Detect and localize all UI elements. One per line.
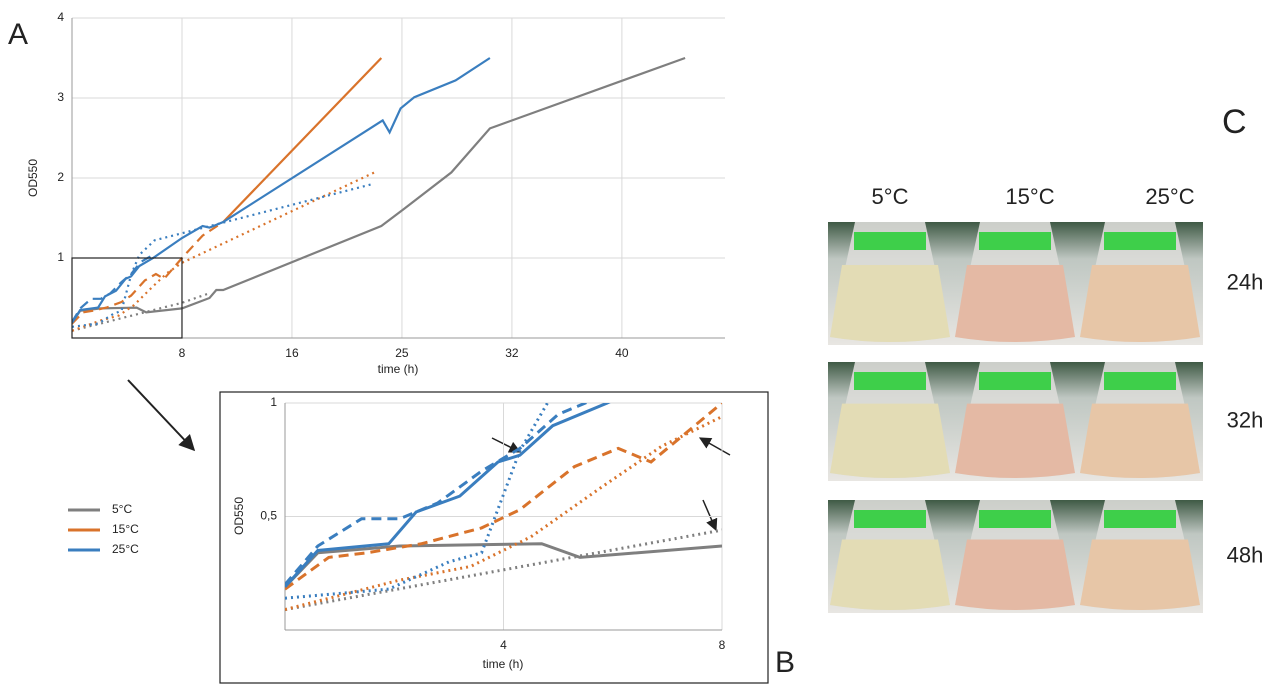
photo-panel: 5°C 15°C 25°C 24h 32h 48h [828, 184, 1263, 613]
x-tick-label: 32 [505, 346, 519, 360]
series-line [285, 403, 722, 591]
legend-label: 15°C [112, 522, 139, 536]
series-line [222, 57, 383, 223]
column-label: 15°C [1005, 184, 1054, 209]
liquid [955, 265, 1075, 342]
series-line [72, 182, 375, 328]
x-tick-label: 4 [500, 638, 507, 652]
label-tape [854, 510, 926, 528]
legend-label: 25°C [112, 542, 139, 556]
label-tape [979, 372, 1051, 390]
panel-label: A [8, 18, 28, 51]
series-line [72, 221, 224, 325]
legend-label: 5°C [112, 502, 132, 516]
liquid [1080, 403, 1200, 478]
series-line [285, 403, 611, 588]
y-axis-label: OD550 [26, 159, 40, 197]
series-line [285, 403, 590, 586]
liquid [1080, 539, 1200, 610]
annotation-arrow [702, 499, 718, 532]
series-line [72, 253, 156, 323]
liquid [830, 403, 950, 478]
row-label: 32h [1227, 407, 1264, 432]
liquid [830, 539, 950, 610]
label-tape [979, 232, 1051, 250]
x-axis-label: time (h) [483, 657, 524, 671]
liquid [955, 403, 1075, 478]
y-tick-label: 2 [57, 170, 64, 184]
series-line [285, 403, 550, 600]
column-label: 25°C [1145, 184, 1194, 209]
zoom-box [71, 257, 183, 339]
label-tape [1104, 232, 1176, 250]
column-label: 5°C [872, 184, 909, 209]
label-tape [1104, 372, 1176, 390]
label-tape [979, 510, 1051, 528]
liquid [955, 539, 1075, 610]
y-tick-label: 3 [57, 90, 64, 104]
label-tape [854, 232, 926, 250]
y-tick-label: 4 [57, 10, 64, 24]
series-line [72, 292, 210, 332]
series-line [72, 57, 491, 324]
y-tick-label: 0,5 [260, 509, 277, 523]
zoom-arrow [127, 379, 196, 452]
series-line [285, 542, 722, 588]
x-tick-label: 8 [179, 346, 186, 360]
x-tick-label: 40 [615, 346, 629, 360]
panel-label: C [1222, 103, 1247, 141]
y-tick-label: 1 [57, 250, 64, 264]
y-tick-label: 1 [270, 395, 277, 409]
liquid [1080, 265, 1200, 342]
liquid [830, 265, 950, 342]
y-axis-label: OD550 [232, 497, 246, 535]
x-tick-label: 25 [395, 346, 409, 360]
panel-label: B [775, 646, 795, 679]
row-label: 24h [1227, 269, 1264, 294]
series-line [285, 528, 722, 612]
series-line [285, 415, 722, 612]
x-tick-label: 16 [285, 346, 299, 360]
annotation-arrow [698, 437, 731, 456]
label-tape [854, 372, 926, 390]
label-tape [1104, 510, 1176, 528]
inset-frame [219, 391, 769, 684]
x-axis-label: time (h) [378, 362, 419, 376]
x-tick-label: 8 [719, 638, 726, 652]
row-label: 48h [1227, 542, 1264, 567]
